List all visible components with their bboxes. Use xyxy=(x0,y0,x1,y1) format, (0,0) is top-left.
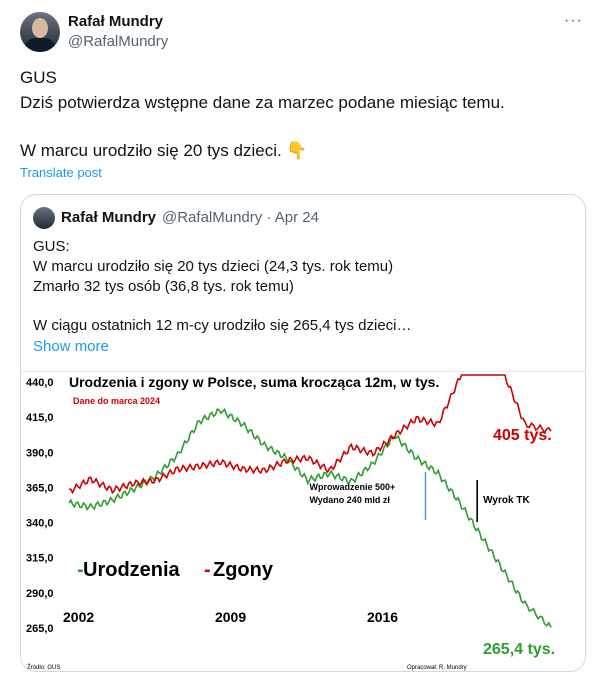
series-line-urodzenia xyxy=(68,407,552,628)
y-tick-label: 440,0 xyxy=(26,377,54,389)
quoted-line-3: Zmarło 32 tys osób (36,8 tys. rok temu) xyxy=(33,278,294,295)
author-name[interactable]: Rafał Mundry xyxy=(68,13,164,30)
quoted-author-name: Rafał Mundry xyxy=(61,209,157,226)
legend-zgony-dash: - xyxy=(204,559,211,581)
end-label-zgony: 405 tys. xyxy=(493,427,552,444)
tweet-line-1: GUS xyxy=(20,68,57,87)
series-line-zgony xyxy=(68,374,552,495)
tweet-line-3: W marcu urodziło się 20 tys dzieci. 👇 xyxy=(20,141,308,160)
y-tick-label: 315,0 xyxy=(26,553,54,565)
y-tick-label: 340,0 xyxy=(26,518,54,530)
y-tick-label: 415,0 xyxy=(26,412,54,424)
annotation-240mld: Wydano 240 mld zł xyxy=(309,495,390,505)
y-tick-label: 290,0 xyxy=(26,588,54,600)
quoted-date: · Apr 24 xyxy=(266,209,319,226)
y-tick-label: 390,0 xyxy=(26,447,54,459)
y-tick-label: 265,0 xyxy=(26,623,54,635)
chart-subtitle: Dane do marca 2024 xyxy=(73,396,160,406)
year-label: 2016 xyxy=(367,609,398,625)
end-label-urodzenia: 265,4 tys. xyxy=(483,641,555,658)
quoted-tweet[interactable]: Rafał Mundry @RafalMundry · Apr 24 GUS: … xyxy=(20,194,586,672)
chart-source: Źródło: GUS xyxy=(27,664,60,671)
quoted-author-avatar xyxy=(33,207,55,229)
annotation-wyrok-tk: Wyrok TK xyxy=(483,495,530,506)
chart-author: Opracował: R. Mundry xyxy=(407,665,467,671)
year-label: 2009 xyxy=(215,609,246,625)
translate-post-link[interactable]: Translate post xyxy=(20,165,102,180)
more-icon[interactable]: ··· xyxy=(564,12,583,29)
author-avatar[interactable] xyxy=(20,12,60,52)
legend-urodzenia-dash: - xyxy=(77,559,84,581)
year-label: 2002 xyxy=(63,609,94,625)
quoted-line-2: W marcu urodziło się 20 tys dzieci (24,3… xyxy=(33,258,394,275)
quoted-author-handle-date: @RafalMundry · Apr 24 xyxy=(162,209,319,226)
chart-title: Urodzenia i zgony w Polsce, suma krocząc… xyxy=(69,374,439,390)
author-handle[interactable]: @RafalMundry xyxy=(68,33,169,50)
quoted-line-1: GUS: xyxy=(33,238,70,255)
avatar-suit xyxy=(24,38,56,52)
show-more-link[interactable]: Show more xyxy=(33,338,109,355)
legend-urodzenia: Urodzenia xyxy=(83,559,181,581)
legend-zgony: Zgony xyxy=(213,559,274,581)
quoted-handle: @RafalMundry xyxy=(162,209,263,226)
annotation-500plus: Wprowadzenie 500+ xyxy=(309,482,395,492)
chart-image[interactable]: Urodzenia i zgony w Polsce, suma krocząc… xyxy=(21,371,585,671)
tweet-line-2: Dziś potwierdza wstępne dane za marzec p… xyxy=(20,93,505,112)
avatar-face xyxy=(32,18,48,38)
y-tick-label: 365,0 xyxy=(26,482,54,494)
quoted-line-4: W ciągu ostatnich 12 m-cy urodziło się 2… xyxy=(33,317,412,334)
births-deaths-chart: Urodzenia i zgony w Polsce, suma krocząc… xyxy=(26,374,555,671)
